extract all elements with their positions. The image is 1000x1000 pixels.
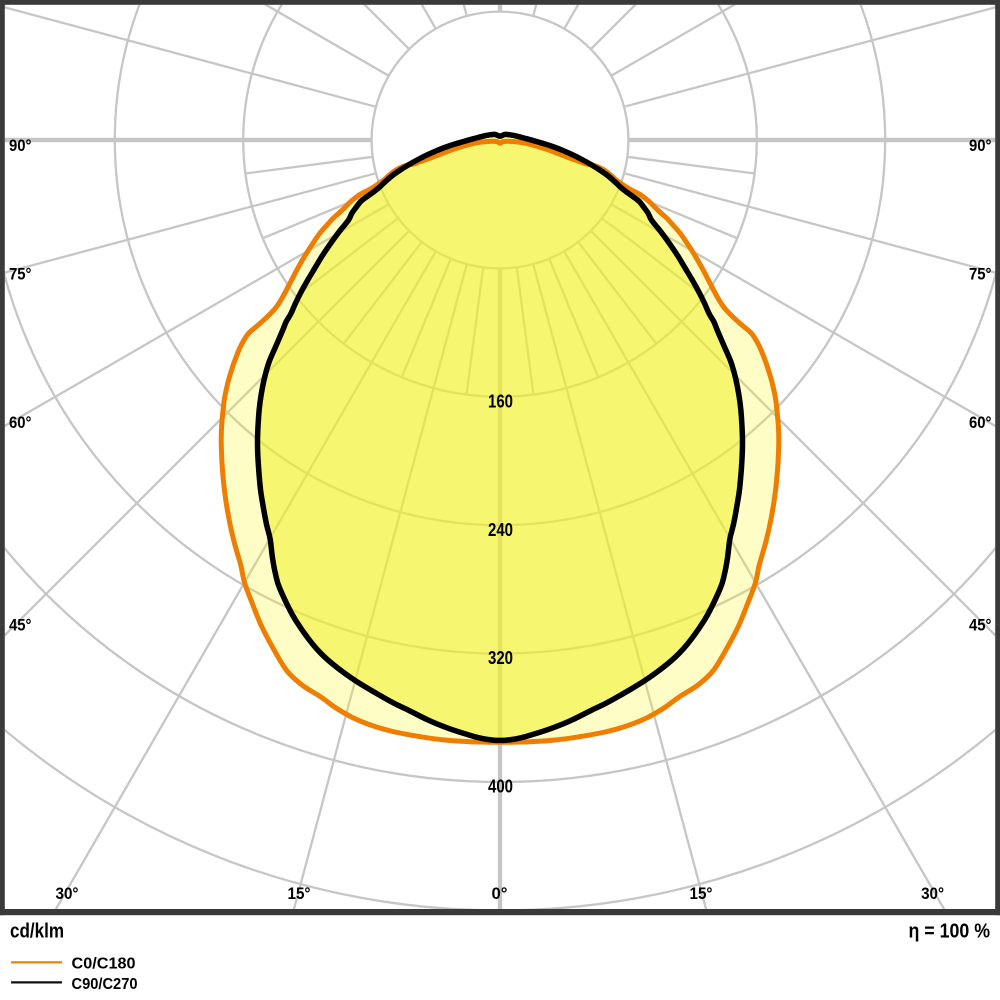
svg-text:30°: 30° [56,884,79,903]
svg-text:320: 320 [488,648,513,668]
svg-text:60°: 60° [969,413,992,432]
svg-text:cd/klm: cd/klm [10,921,64,943]
svg-text:0°: 0° [492,884,508,903]
svg-text:η = 100 %: η = 100 % [909,921,991,943]
svg-text:75°: 75° [969,265,992,284]
svg-text:45°: 45° [969,616,992,635]
svg-text:15°: 15° [288,884,311,903]
svg-text:15°: 15° [690,884,713,903]
svg-text:30°: 30° [921,884,944,903]
svg-text:45°: 45° [9,616,32,635]
svg-text:C90/C270: C90/C270 [72,976,138,993]
svg-text:C0/C180: C0/C180 [72,956,136,973]
svg-text:60°: 60° [9,413,32,432]
svg-text:90°: 90° [9,136,32,155]
svg-text:75°: 75° [9,265,32,284]
svg-text:160: 160 [488,392,513,412]
svg-text:400: 400 [488,777,513,797]
svg-text:90°: 90° [969,136,992,155]
svg-text:240: 240 [488,520,513,540]
